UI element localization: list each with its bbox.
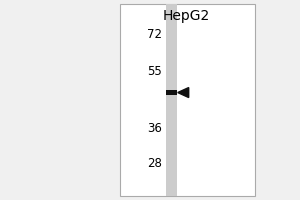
Text: 72: 72 (147, 28, 162, 41)
Polygon shape (178, 88, 189, 98)
Text: 36: 36 (147, 122, 162, 135)
Text: 28: 28 (147, 157, 162, 170)
Text: HepG2: HepG2 (163, 9, 210, 23)
Bar (166, 4, 177, 196)
Bar (166, 90, 177, 95)
Text: 55: 55 (147, 65, 162, 78)
